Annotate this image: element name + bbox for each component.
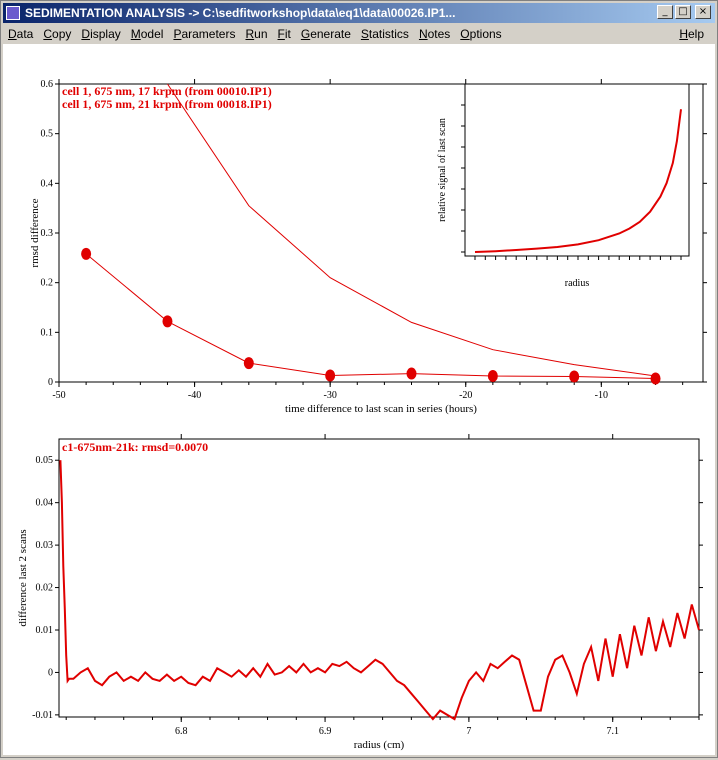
chart3-y-axis-label: difference last 2 scans	[17, 529, 29, 626]
menu-help[interactable]: Help	[679, 26, 704, 41]
chart1-y-tick-label: 0.2	[41, 278, 54, 289]
chart3-x-tick-label: 6.9	[319, 726, 332, 737]
chart1-y-axis-label: rmsd difference	[29, 198, 41, 267]
inset-chart-frame	[464, 83, 690, 257]
chart1-y-tick-label: 0.3	[41, 228, 54, 239]
chart3-y-tick-label: 0.04	[36, 498, 54, 509]
chart3-x-tick-label: 6.8	[175, 726, 188, 737]
chart1-x-tick-label: -10	[595, 390, 608, 401]
series-21krpm-point	[325, 369, 336, 382]
menu-model[interactable]: Model	[130, 26, 164, 41]
chart1-legend-2: cell 1, 675 nm, 21 krpm (from 00018.IP1)	[62, 97, 272, 111]
chart3-frame	[58, 438, 700, 718]
chart1-legend-1: cell 1, 675 nm, 17 krpm (from 00010.IP1)	[62, 84, 272, 98]
chart1-x-tick-label: -50	[52, 390, 65, 401]
chart1-y-tick-label: 0.4	[41, 178, 54, 189]
menu-data[interactable]: Data	[8, 26, 34, 41]
series-21krpm-point	[569, 370, 580, 383]
menu-display[interactable]: Display	[81, 26, 121, 41]
series-21krpm-point	[243, 357, 254, 370]
series-21krpm-point	[650, 372, 661, 385]
close-button[interactable]: ×	[695, 5, 711, 19]
menu-statistics[interactable]: Statistics	[360, 26, 409, 41]
chart1-x-tick-label: -40	[188, 390, 201, 401]
inset-y-axis-label: relative signal of last scan	[437, 118, 448, 222]
inset-signal-curve	[474, 109, 682, 253]
chart3-y-tick-label: 0.03	[36, 540, 54, 551]
chart1-y-tick-label: 0.1	[41, 327, 54, 338]
plots-canvas: -50 -40 -30 -20 -10 0 0.1 0.2 0.3 0.4 0.5 0.6 time d…	[17, 79, 707, 751]
menu-notes[interactable]: Notes	[418, 26, 451, 41]
menu-parameters[interactable]: Parameters	[173, 26, 236, 41]
menu-generate[interactable]: Generate	[300, 26, 351, 41]
chart3-x-axis-label: radius (cm)	[354, 739, 405, 751]
menu-options[interactable]: Options	[460, 26, 502, 41]
chart3-y-tick-label: 0	[48, 667, 53, 678]
chart1-x-axis-label: time difference to last scan in series (…	[285, 403, 477, 415]
chart3-title: c1-675nm-21k: rmsd=0.0070	[62, 440, 208, 454]
plot-area: -50 -40 -30 -20 -10 0 0.1 0.2 0.3 0.4 0.5 0.6 time d…	[3, 44, 715, 755]
menu-copy[interactable]: Copy	[43, 26, 72, 41]
chart3-y-tick-label: 0.05	[36, 455, 54, 466]
menu-fit[interactable]: Fit	[277, 26, 291, 41]
chart1-y-tick-label: 0.6	[41, 79, 54, 90]
inset-x-axis-label: radius	[565, 278, 590, 289]
chart3-y-tick-label: -0.01	[32, 710, 53, 721]
minimize-button[interactable]: _	[657, 5, 673, 19]
chart1-frame	[58, 83, 704, 383]
menu-bar: Data Copy Display Model Parameters Run F…	[3, 24, 715, 43]
maximize-button[interactable]: □	[675, 5, 691, 19]
chart3-y-tick-label: 0.02	[36, 583, 54, 594]
series-21krpm-point	[406, 367, 417, 380]
menu-run[interactable]: Run	[245, 26, 268, 41]
series-21krpm-point	[162, 315, 173, 328]
chart3-x-tick-label: 7.1	[606, 726, 619, 737]
residual-difference-line	[59, 460, 700, 721]
series-17krpm-line	[167, 83, 656, 377]
series-21krpm-point	[487, 370, 498, 383]
title-bar[interactable]: SEDIMENTATION ANALYSIS -> C:\sedfitworks…	[3, 3, 715, 23]
chart1-y-tick-label: 0	[48, 377, 53, 388]
chart3-y-tick-label: 0.01	[36, 625, 54, 636]
window-title: SEDIMENTATION ANALYSIS -> C:\sedfitworks…	[25, 6, 456, 20]
chart1-x-tick-label: -20	[459, 390, 472, 401]
chart1-x-tick-label: -30	[323, 390, 336, 401]
app-icon[interactable]	[6, 6, 20, 20]
series-21krpm-point	[81, 247, 92, 260]
chart1-y-tick-label: 0.5	[41, 129, 54, 140]
chart3-x-tick-label: 7	[466, 726, 471, 737]
series-21krpm-line	[85, 253, 656, 379]
